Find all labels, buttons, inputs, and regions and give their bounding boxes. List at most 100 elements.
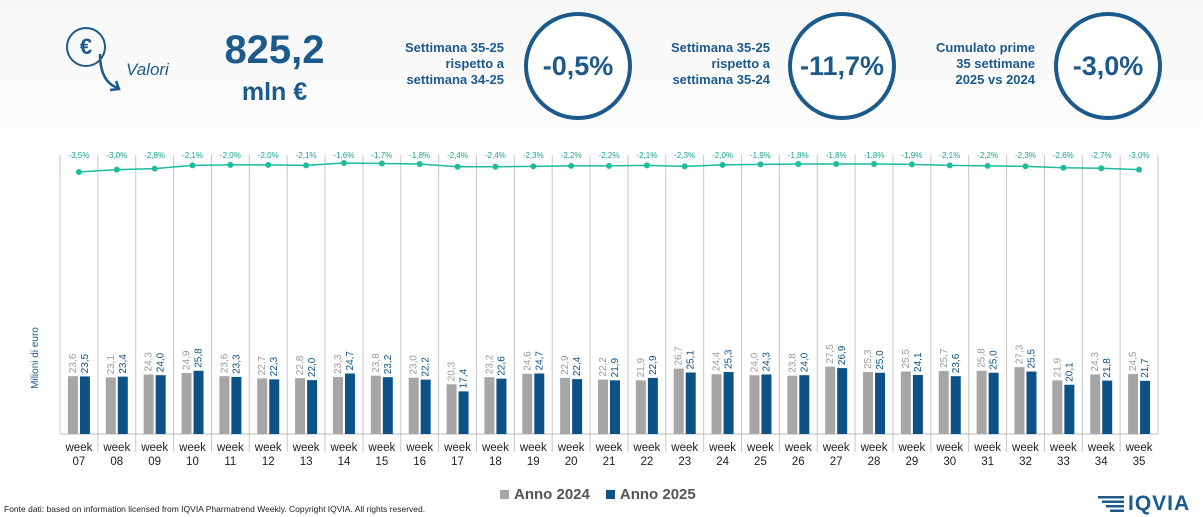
cumulative-change-point xyxy=(1060,164,1067,171)
cumulative-change-label: -1,6% xyxy=(334,151,355,160)
cumulative-change-label: -1,8% xyxy=(409,151,430,160)
x-tick-label-number: 35 xyxy=(1133,456,1146,468)
source-note: Fonte dati: based on information license… xyxy=(4,504,426,514)
x-tick-label-week: week xyxy=(1125,442,1153,454)
x-tick-label-week: week xyxy=(746,442,774,454)
bar-anno-2025 xyxy=(307,380,318,434)
bar-anno-2024 xyxy=(1014,367,1025,434)
x-tick-label-week: week xyxy=(822,442,850,454)
comparison-value-circle-2: -11,7% xyxy=(788,12,896,120)
data-label-anno-2025: 17,4 xyxy=(459,368,470,388)
bar-anno-2024 xyxy=(711,374,722,434)
data-label-anno-2025: 22,2 xyxy=(421,357,432,377)
kpi-unit: mln € xyxy=(241,78,308,106)
data-label-anno-2025: 23,3 xyxy=(231,354,242,374)
cumulative-change-label: -1,7% xyxy=(371,151,392,160)
comparison-label-3: Cumulato prime 35 settimane 2025 vs 2024 xyxy=(936,40,1035,87)
data-label-anno-2025: 25,8 xyxy=(194,348,205,368)
bar-anno-2024 xyxy=(105,377,116,434)
cumulative-change-point xyxy=(1022,163,1029,170)
iqvia-logo-mark-icon xyxy=(1098,496,1124,512)
bar-anno-2024 xyxy=(1090,374,1101,434)
x-tick-label-week: week xyxy=(140,442,168,454)
bar-anno-2025 xyxy=(1064,384,1075,434)
cumulative-change-label: -3,0% xyxy=(106,151,127,160)
bar-anno-2024 xyxy=(635,380,646,434)
data-label-anno-2025: 22,9 xyxy=(648,355,659,375)
iqvia-logo: IQVIA xyxy=(1098,492,1190,516)
cumulative-change-label: -2,1% xyxy=(939,151,960,160)
bar-anno-2024 xyxy=(749,375,760,434)
x-tick-label-number: 29 xyxy=(905,456,918,468)
data-label-anno-2025: 22,6 xyxy=(496,356,507,376)
data-label-anno-2025: 25,3 xyxy=(724,349,735,369)
data-label-anno-2024: 22,2 xyxy=(598,357,609,377)
x-tick-label-number: 31 xyxy=(981,456,994,468)
data-label-anno-2025: 23,5 xyxy=(80,354,91,374)
data-label-anno-2025: 22,0 xyxy=(307,357,318,377)
bar-anno-2024 xyxy=(522,373,533,434)
x-tick-label-week: week xyxy=(708,442,736,454)
data-label-anno-2024: 24,3 xyxy=(144,352,155,372)
x-tick-label-week: week xyxy=(973,442,1001,454)
x-tick-label-number: 33 xyxy=(1057,456,1070,468)
bar-anno-2025 xyxy=(837,368,848,434)
data-label-anno-2024: 27,5 xyxy=(825,344,836,364)
cumulative-change-point xyxy=(189,162,196,169)
x-tick-label-number: 30 xyxy=(943,456,956,468)
x-tick-label-number: 24 xyxy=(716,456,729,468)
bar-anno-2024 xyxy=(1128,373,1139,434)
bar-anno-2024 xyxy=(219,376,230,434)
cumulative-change-point xyxy=(795,160,802,167)
data-label-anno-2025: 24,0 xyxy=(799,352,810,372)
x-tick-label-week: week xyxy=(519,442,547,454)
bar-anno-2025 xyxy=(496,378,507,434)
data-label-anno-2024: 26,7 xyxy=(674,346,685,366)
x-tick-label-week: week xyxy=(178,442,206,454)
x-tick-label-week: week xyxy=(670,442,698,454)
x-tick-label-number: 25 xyxy=(754,456,767,468)
bar-anno-2025 xyxy=(269,379,280,434)
data-label-anno-2024: 20,3 xyxy=(447,361,458,381)
cumulative-change-label: -2,0% xyxy=(712,151,733,160)
x-tick-label-number: 12 xyxy=(262,456,275,468)
x-tick-label-number: 09 xyxy=(148,456,161,468)
x-tick-label-number: 16 xyxy=(413,456,426,468)
data-label-anno-2024: 24,9 xyxy=(182,350,193,370)
legend-item-2025: Anno 2025 xyxy=(605,486,696,503)
data-label-anno-2024: 24,0 xyxy=(749,352,760,372)
bar-anno-2025 xyxy=(117,376,128,434)
data-label-anno-2025: 25,1 xyxy=(686,350,697,370)
down-arrow-icon xyxy=(98,53,121,92)
bar-anno-2025 xyxy=(950,376,961,434)
bar-anno-2024 xyxy=(673,368,684,434)
kpi-label: Valori xyxy=(126,60,169,79)
data-label-anno-2025: 25,0 xyxy=(989,350,1000,370)
data-label-anno-2024: 25,3 xyxy=(863,349,874,369)
legend-label-2024: Anno 2024 xyxy=(514,486,590,503)
data-label-anno-2024: 24,4 xyxy=(712,351,723,371)
cumulative-change-point xyxy=(340,160,347,166)
bar-anno-2024 xyxy=(446,384,457,434)
cumulative-change-label: -2,2% xyxy=(977,151,998,160)
data-label-anno-2024: 23,2 xyxy=(484,354,495,374)
cumulative-change-label: -2,3% xyxy=(523,151,544,160)
bar-anno-2025 xyxy=(1102,380,1113,434)
cumulative-change-point xyxy=(265,161,272,168)
x-tick-label-week: week xyxy=(216,442,244,454)
cumulative-change-point xyxy=(833,160,840,167)
bar-anno-2025 xyxy=(875,372,886,434)
x-tick-label-week: week xyxy=(1087,442,1115,454)
bar-anno-2024 xyxy=(787,375,798,434)
x-tick-label-number: 18 xyxy=(489,456,502,468)
cumulative-change-point xyxy=(643,162,650,169)
x-tick-label-week: week xyxy=(784,442,812,454)
data-label-anno-2025: 22,4 xyxy=(572,356,583,376)
bar-anno-2025 xyxy=(344,373,355,434)
cumulative-change-point xyxy=(946,162,953,169)
cumulative-change-label: -2,0% xyxy=(258,151,279,160)
bar-anno-2024 xyxy=(181,372,192,434)
bar-anno-2024 xyxy=(484,377,495,434)
cumulative-change-point xyxy=(908,161,915,168)
data-label-anno-2024: 23,3 xyxy=(333,354,344,374)
